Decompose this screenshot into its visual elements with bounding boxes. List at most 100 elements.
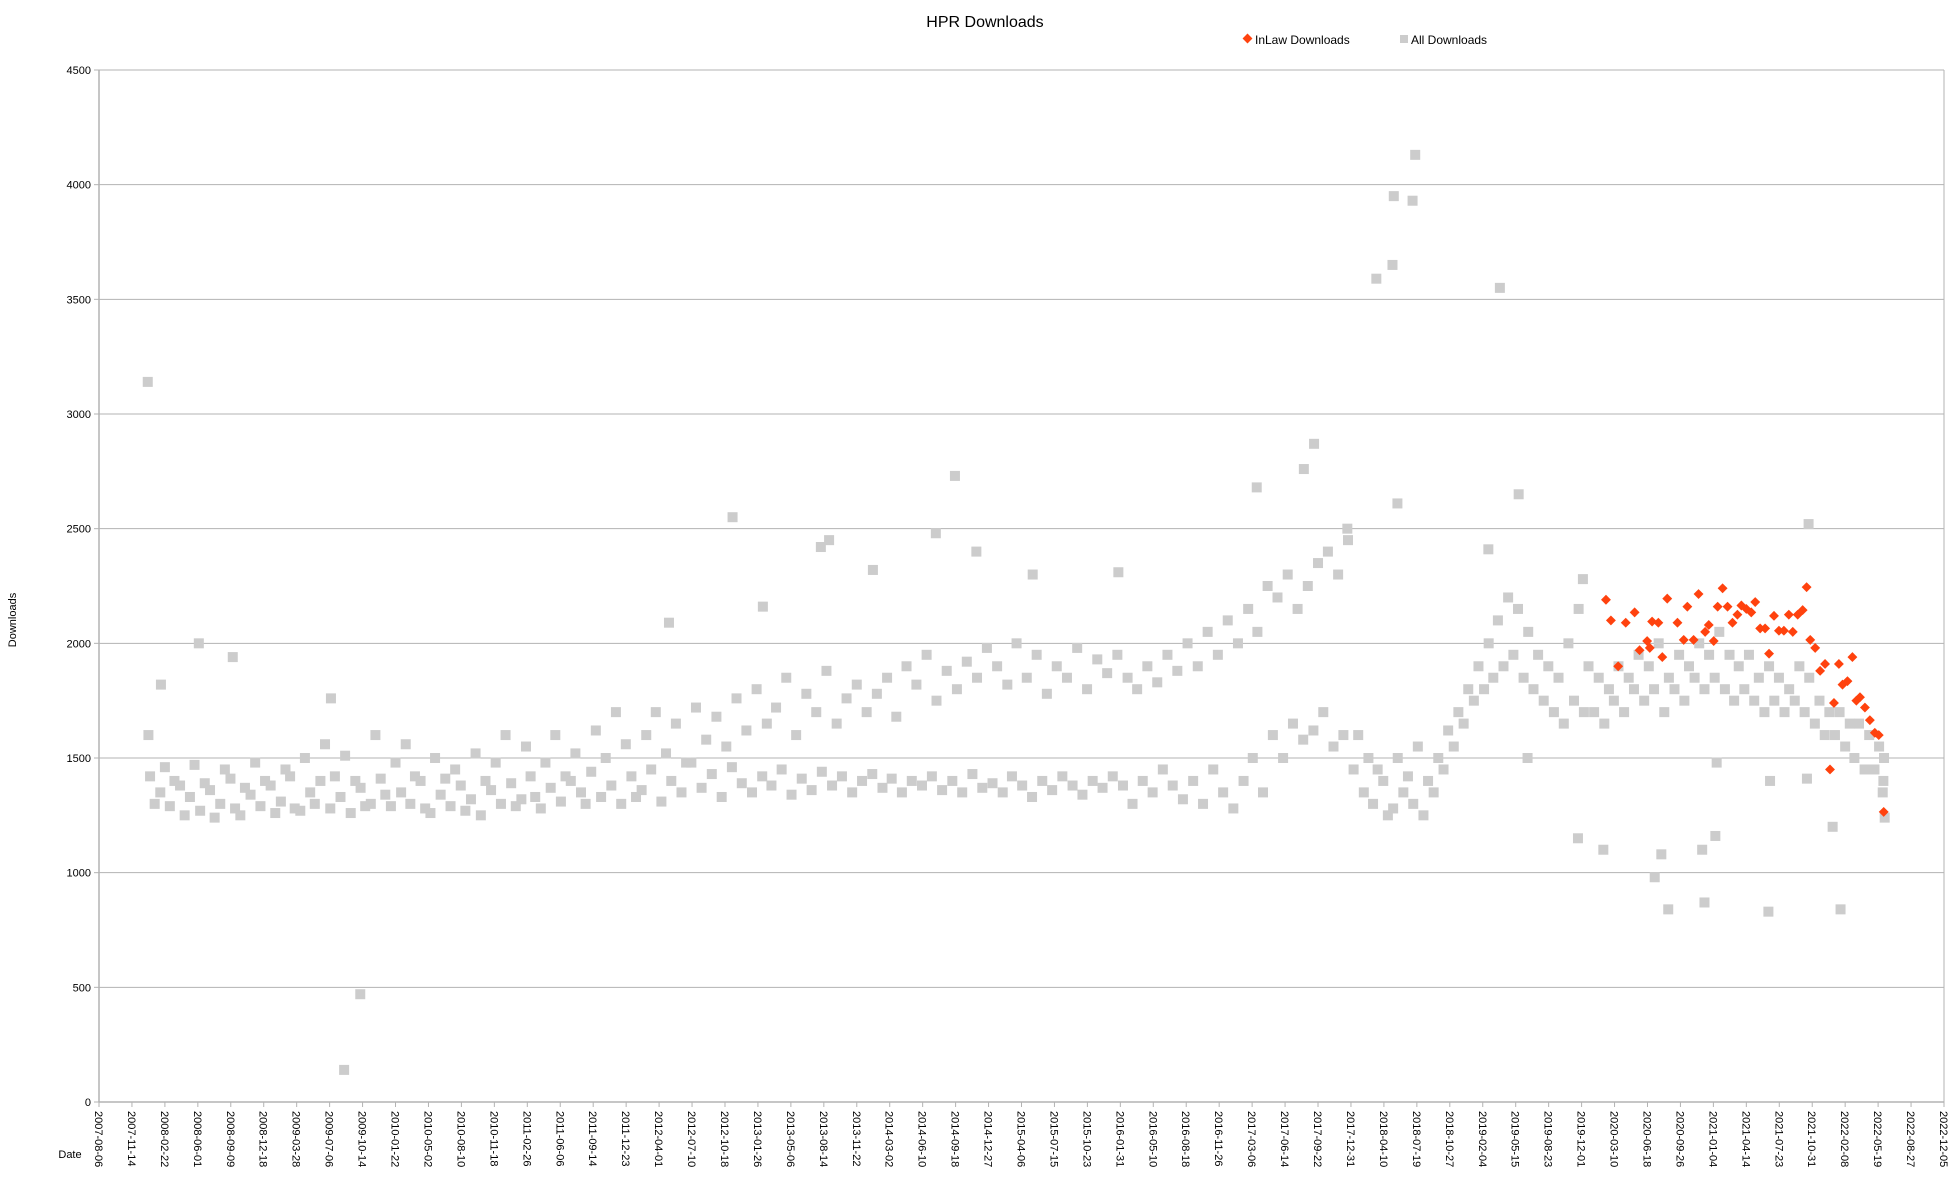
all-downloads-point bbox=[1809, 718, 1820, 729]
all-downloads-point bbox=[169, 775, 180, 786]
all-downloads-point bbox=[706, 769, 717, 780]
all-downloads-point bbox=[761, 718, 772, 729]
all-downloads-point bbox=[1132, 684, 1143, 695]
all-downloads-point bbox=[1473, 661, 1484, 672]
all-downloads-point bbox=[757, 771, 768, 782]
y-tick-label: 4500 bbox=[67, 65, 91, 77]
all-downloads-point bbox=[1037, 775, 1048, 786]
all-downloads-point bbox=[295, 805, 306, 816]
x-tick-label: 2018-07-19 bbox=[1410, 1111, 1422, 1167]
all-downloads-point bbox=[1483, 638, 1494, 649]
all-downloads-point bbox=[164, 801, 175, 812]
all-downloads-point bbox=[470, 748, 481, 759]
all-downloads-point bbox=[1593, 672, 1604, 683]
all-downloads-point bbox=[1051, 661, 1062, 672]
all-downloads-point bbox=[827, 780, 838, 791]
inlaw-downloads-point bbox=[1878, 806, 1889, 817]
x-tick-label: 2020-09-26 bbox=[1673, 1111, 1685, 1167]
all-downloads-point bbox=[1801, 773, 1812, 784]
all-downloads-point bbox=[1072, 642, 1083, 653]
all-downloads-point bbox=[1765, 775, 1776, 786]
all-downloads-point bbox=[1759, 707, 1770, 718]
all-downloads-point bbox=[1479, 684, 1490, 695]
all-downloads-point bbox=[440, 773, 451, 784]
all-downloads-point bbox=[1410, 149, 1421, 160]
all-downloads-point bbox=[1031, 649, 1042, 660]
all-downloads-point bbox=[786, 789, 797, 800]
all-downloads-point bbox=[1308, 725, 1319, 736]
all-downloads-point bbox=[1272, 592, 1283, 603]
inlaw-downloads-point bbox=[1769, 610, 1779, 621]
all-downloads-point bbox=[1679, 695, 1690, 706]
x-tick-label: 2018-04-10 bbox=[1377, 1111, 1389, 1167]
all-downloads-point bbox=[1844, 718, 1855, 729]
all-downloads-point bbox=[1243, 603, 1254, 614]
all-downloads-point bbox=[1363, 753, 1374, 763]
all-downloads-point bbox=[1122, 672, 1133, 683]
all-downloads-point bbox=[450, 764, 461, 775]
gridlines bbox=[99, 69, 1944, 988]
x-tick-label: 2017-12-31 bbox=[1344, 1111, 1356, 1167]
all-downloads-point bbox=[1697, 844, 1708, 855]
all-downloads-point bbox=[721, 741, 732, 752]
inlaw-downloads-point bbox=[1647, 616, 1658, 627]
all-downloads-point bbox=[1608, 695, 1619, 706]
all-downloads-point bbox=[460, 805, 471, 816]
all-downloads-point bbox=[1518, 672, 1529, 683]
inlaw-downloads-point bbox=[1662, 593, 1673, 604]
x-tick-label: 2022-12-05 bbox=[1937, 1111, 1949, 1167]
all-downloads-point bbox=[1533, 649, 1544, 660]
y-tick-label: 1500 bbox=[67, 753, 91, 765]
all-downloads-point bbox=[155, 679, 166, 690]
x-tick-label: 2010-11-18 bbox=[487, 1111, 499, 1166]
all-downloads-point bbox=[896, 787, 907, 798]
y-tick-label: 0 bbox=[85, 1097, 91, 1109]
all-downloads-point bbox=[901, 661, 912, 672]
all-downloads-point bbox=[1628, 684, 1639, 695]
all-downloads-point bbox=[420, 803, 431, 814]
all-downloads-point bbox=[1599, 718, 1610, 729]
all-downloads-point bbox=[1764, 661, 1775, 672]
all-downloads-point bbox=[1853, 718, 1864, 729]
all-downloads-point bbox=[861, 707, 872, 718]
inlaw-downloads-point bbox=[1682, 601, 1693, 612]
all-downloads-point bbox=[626, 771, 637, 782]
all-downloads-point bbox=[867, 769, 878, 780]
all-downloads-point bbox=[841, 693, 852, 704]
inlaw-downloads-point bbox=[1801, 582, 1812, 593]
all-downloads-point bbox=[1027, 791, 1038, 802]
inlaw-downloads-point bbox=[1605, 615, 1616, 626]
all-downloads-point bbox=[1152, 677, 1163, 688]
inlaw-downloads-point bbox=[1778, 625, 1789, 636]
all-downloads-point bbox=[1779, 707, 1790, 718]
all-downloads-point bbox=[1789, 695, 1800, 706]
all-downloads-point bbox=[535, 803, 546, 814]
inlaw-downloads-point bbox=[1727, 617, 1738, 628]
legend-item-inlaw: InLaw Downloads bbox=[1242, 33, 1350, 47]
all-downloads-point bbox=[1353, 730, 1364, 741]
all-downloads-point bbox=[1182, 638, 1193, 649]
all-downloads-point bbox=[1877, 787, 1888, 798]
all-downloads-point bbox=[1077, 789, 1088, 800]
all-downloads-point bbox=[1694, 638, 1705, 649]
inlaw-downloads-point bbox=[1708, 636, 1719, 646]
all-downloads-point bbox=[1287, 718, 1298, 729]
all-downloads-point bbox=[415, 775, 426, 786]
all-downloads-point bbox=[1623, 672, 1634, 683]
inlaw-downloads-point bbox=[1746, 607, 1757, 618]
all-downloads-point bbox=[641, 730, 652, 741]
all-downloads-point bbox=[445, 801, 456, 812]
legend-label-all: All Downloads bbox=[1411, 33, 1487, 47]
all-downloads-point bbox=[1528, 684, 1539, 695]
all-downloads-point bbox=[1538, 695, 1549, 706]
all-downloads-point bbox=[947, 775, 958, 786]
all-downloads-point bbox=[1378, 775, 1389, 786]
y-tick-label: 2500 bbox=[67, 524, 91, 536]
all-downloads-point bbox=[1006, 771, 1017, 782]
inlaw-downloads-point bbox=[1678, 634, 1689, 645]
inlaw-downloads-point bbox=[1688, 634, 1699, 645]
all-downloads-point bbox=[1835, 904, 1846, 915]
all-downloads-point bbox=[1753, 672, 1764, 683]
all-downloads-point bbox=[1619, 707, 1630, 718]
all-downloads-point bbox=[666, 775, 677, 786]
